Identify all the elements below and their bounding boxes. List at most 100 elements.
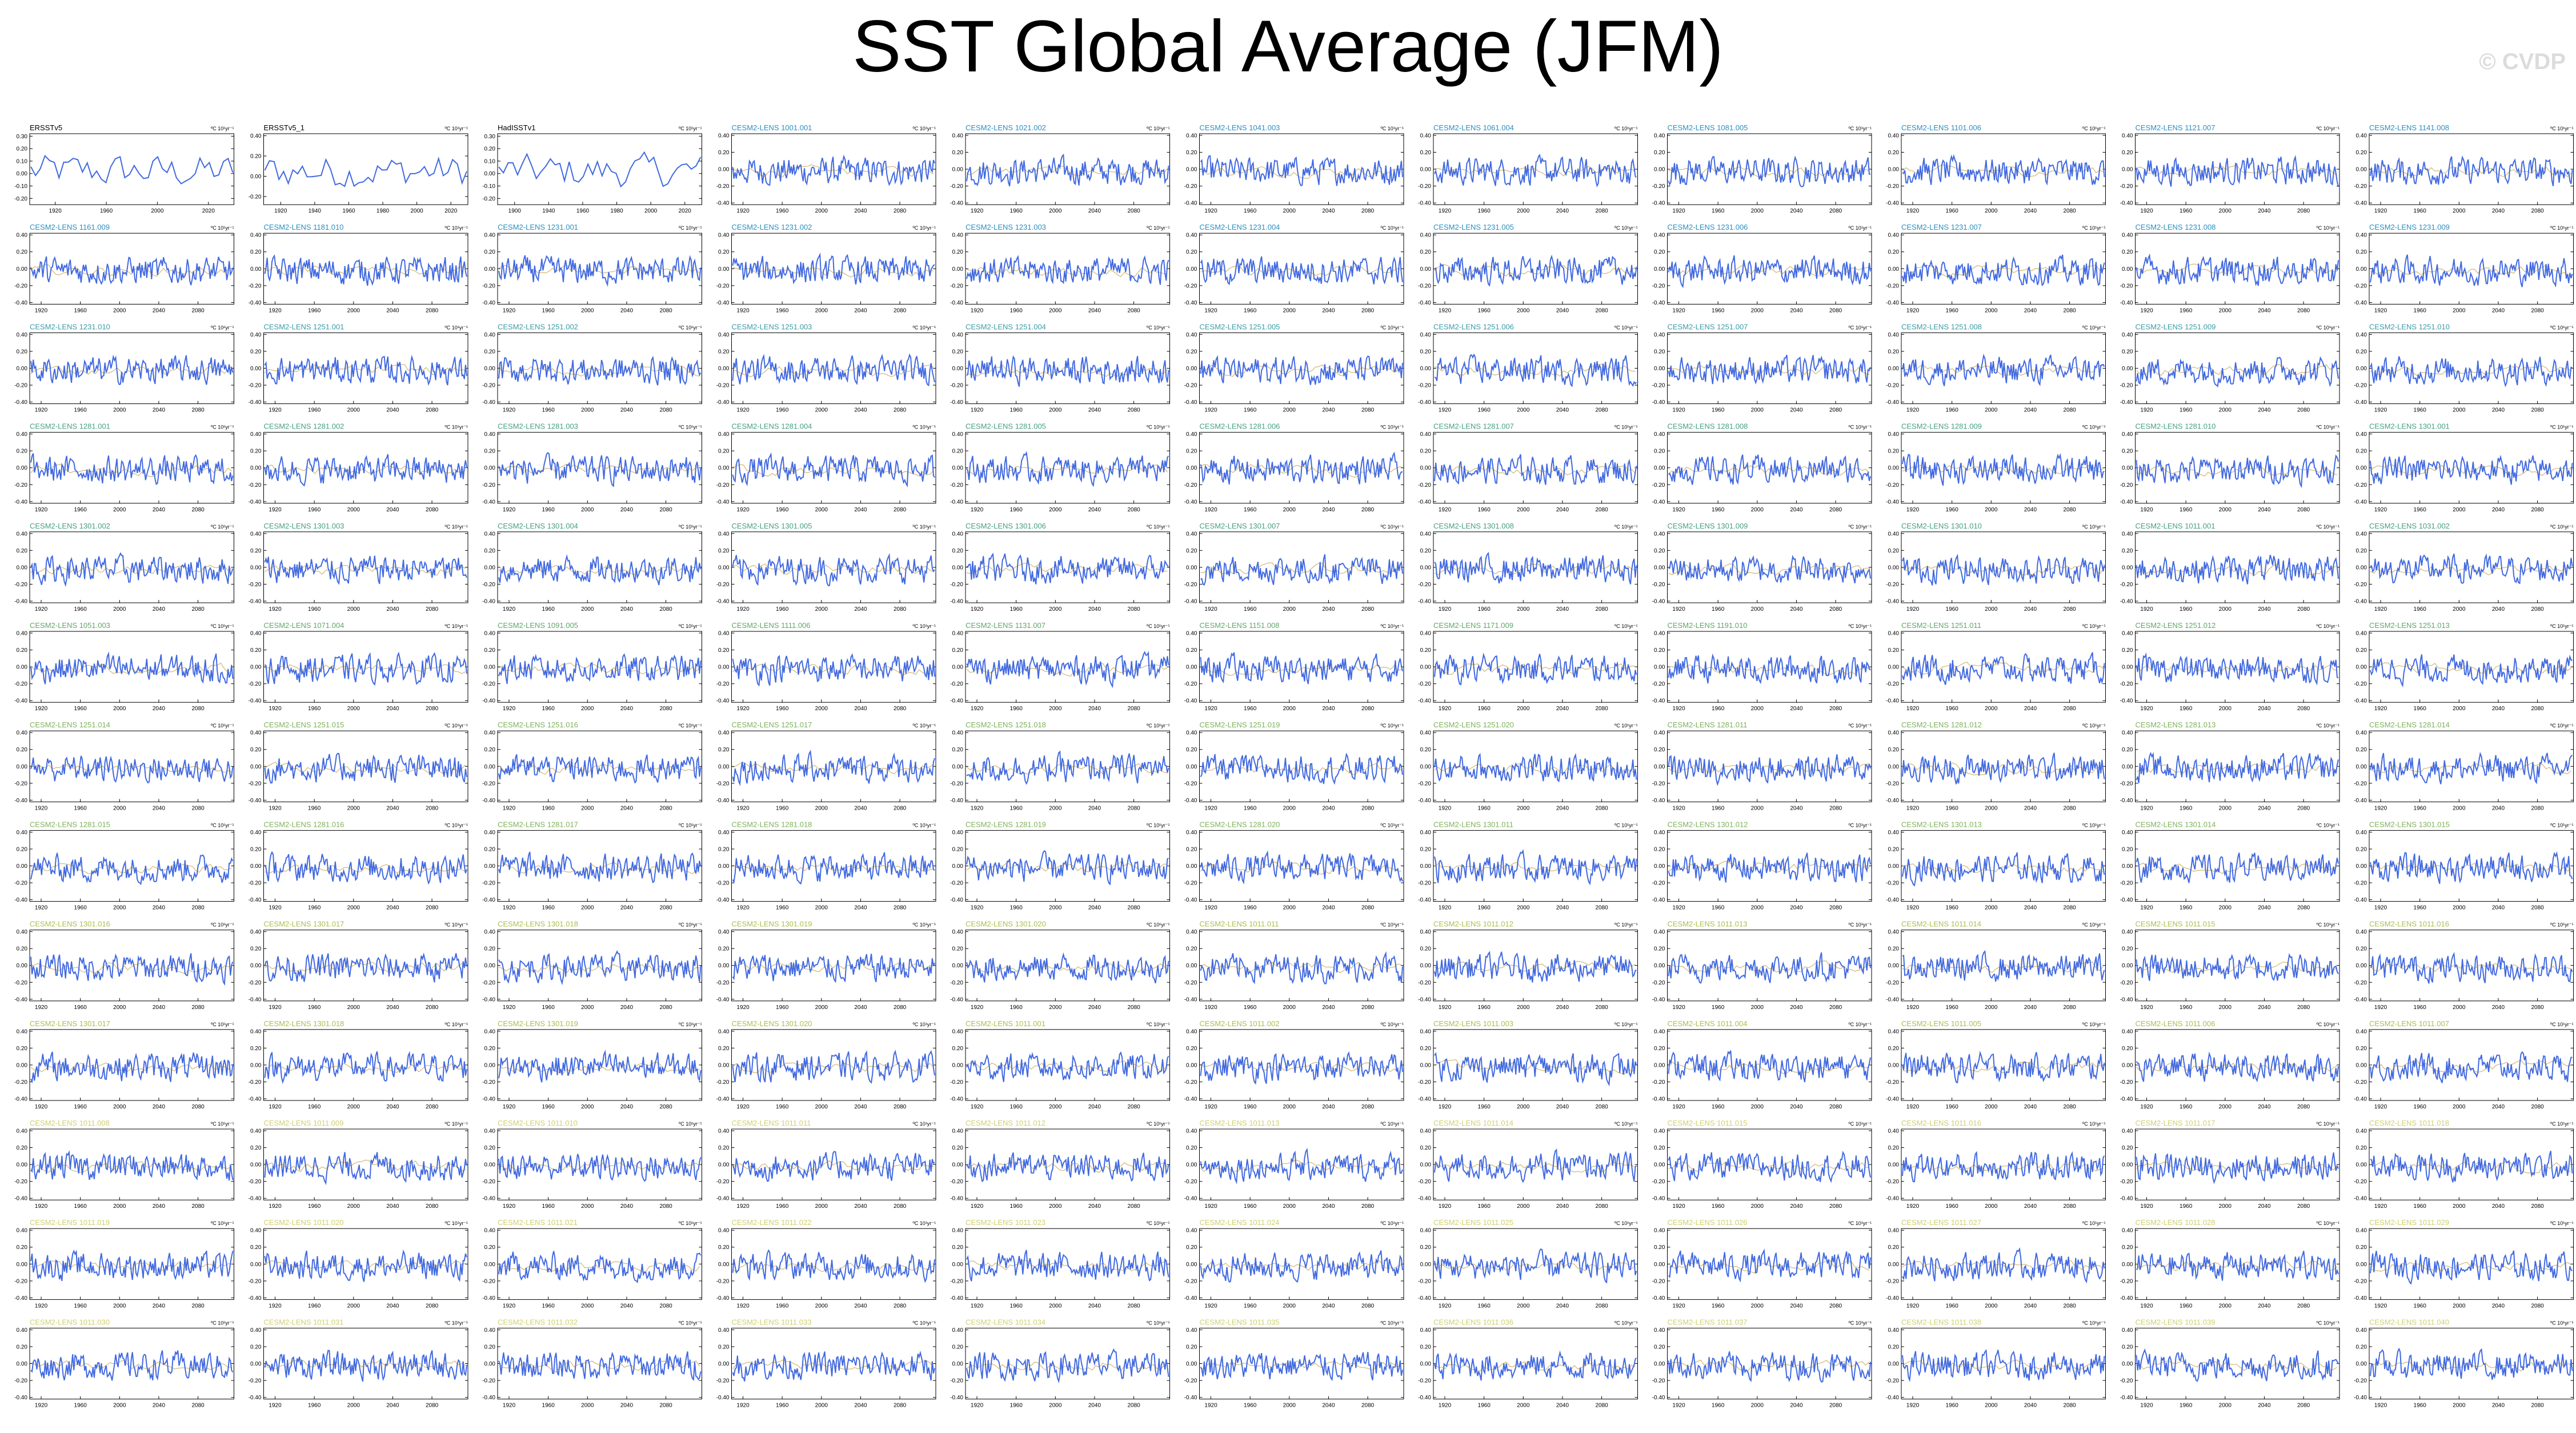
y-tick-label: -0.20 — [2120, 1378, 2133, 1384]
y-tick-label: 0.00 — [1420, 1361, 1432, 1367]
sst-series-line — [2136, 952, 2339, 981]
sst-series-line — [264, 454, 467, 487]
x-tick-label: 1920 — [1204, 208, 1217, 214]
x-tick-label: 1960 — [2414, 1303, 2427, 1309]
y-tick-label: -0.20 — [1418, 283, 1431, 289]
y-tick-label: 0.00 — [2122, 1262, 2133, 1268]
y-tick-label: -0.20 — [950, 681, 963, 687]
panel-title: CESM2-LENS 1051.003 — [30, 621, 110, 630]
x-tick-label: 2040 — [153, 1004, 166, 1011]
units-label: ºC 10¹yr⁻¹ — [912, 425, 936, 430]
x-tick-label: 2080 — [191, 1104, 205, 1110]
y-tick-label: 0.20 — [17, 449, 28, 455]
panel: CESM2-LENS 1301.012 ºC 10¹yr⁻¹0.400.200.0… — [1652, 820, 1872, 911]
x-tick-label: 2040 — [2024, 1403, 2037, 1409]
x-tick-label: 2080 — [2063, 407, 2076, 414]
y-tick-label: 0.00 — [718, 1361, 730, 1367]
x-tick-label: 2000 — [2219, 606, 2232, 613]
panel-title: CESM2-LENS 1011.039 — [2136, 1318, 2216, 1326]
units-label: ºC 10¹yr⁻¹ — [1614, 126, 1638, 131]
x-tick-label: 2040 — [1088, 1004, 1101, 1011]
x-tick-label: 2080 — [659, 606, 672, 613]
x-tick-label: 1920 — [503, 905, 516, 911]
x-tick-label: 1960 — [308, 1403, 321, 1409]
sst-series-line — [1200, 1147, 1403, 1184]
x-tick-label: 2000 — [815, 507, 828, 513]
x-tick-label: 2040 — [854, 407, 867, 414]
x-tick-label: 2000 — [1283, 307, 1296, 314]
panel: CESM2-LENS 1251.016 ºC 10¹yr⁻¹0.400.200.0… — [482, 720, 702, 811]
units-label: ºC 10¹yr⁻¹ — [912, 325, 936, 330]
y-tick-label: 0.40 — [1420, 133, 1432, 139]
x-tick-label: 1920 — [1906, 805, 1920, 811]
ensemble-mean-line — [1434, 862, 1636, 872]
panel: CESM2-LENS 1101.006 ºC 10¹yr⁻¹0.400.200.0… — [1886, 123, 2106, 214]
y-tick-label: 0.20 — [1888, 846, 1900, 852]
y-tick-label: -0.20 — [950, 1378, 963, 1384]
x-tick-label: 2000 — [1049, 507, 1062, 513]
x-tick-label: 2000 — [581, 1203, 594, 1210]
sst-series-line — [732, 553, 935, 586]
y-tick-label: 0.20 — [952, 647, 964, 654]
y-tick-label: -0.40 — [950, 1096, 963, 1103]
panel: CESM2-LENS 1011.015 ºC 10¹yr⁻¹0.400.200.0… — [1652, 1119, 1872, 1210]
x-tick-label: 1960 — [308, 1104, 321, 1110]
x-tick-label: 1960 — [1244, 706, 1257, 712]
y-tick-label: 0.20 — [1186, 548, 1197, 554]
y-tick-label: -0.40 — [482, 996, 495, 1003]
y-tick-label: 0.20 — [1654, 846, 1665, 852]
x-tick-label: 1960 — [1946, 1104, 1959, 1110]
panel: CESM2-LENS 1231.010 ºC 10¹yr⁻¹0.400.200.0… — [14, 322, 234, 414]
y-tick-label: 0.40 — [484, 830, 496, 836]
units-label: ºC 10¹yr⁻¹ — [679, 1121, 702, 1127]
panel: CESM2-LENS 1231.005 ºC 10¹yr⁻¹0.400.200.0… — [1418, 223, 1638, 314]
x-tick-label: 2040 — [386, 706, 399, 712]
y-tick-label: 0.20 — [1420, 449, 1432, 455]
units-label: ºC 10¹yr⁻¹ — [2082, 325, 2106, 330]
x-tick-label: 2040 — [153, 1203, 166, 1210]
sst-series-line — [498, 1251, 702, 1283]
x-tick-label: 1960 — [1244, 407, 1257, 414]
y-tick-label: -0.20 — [249, 980, 262, 986]
x-tick-label: 1960 — [2180, 706, 2193, 712]
y-tick-label: 0.40 — [1420, 830, 1432, 836]
x-tick-label: 1920 — [2140, 208, 2153, 214]
x-tick-label: 1980 — [376, 208, 390, 214]
y-tick-label: 0.20 — [718, 1145, 730, 1151]
y-tick-label: 0.40 — [17, 1128, 28, 1134]
y-tick-label: -0.40 — [1886, 1196, 1899, 1202]
y-tick-label: 0.00 — [1420, 1062, 1432, 1068]
x-tick-label: 2080 — [2063, 706, 2076, 712]
y-tick-label: -0.20 — [14, 1179, 27, 1185]
y-tick-label: -0.20 — [2354, 1179, 2367, 1185]
x-tick-label: 2080 — [2297, 805, 2310, 811]
x-tick-label: 2040 — [1088, 307, 1101, 314]
panel-title: CESM2-LENS 1231.010 — [30, 322, 110, 331]
x-tick-label: 1960 — [1946, 507, 1959, 513]
units-label: ºC 10¹yr⁻¹ — [211, 325, 234, 330]
x-tick-label: 2080 — [1361, 1004, 1375, 1011]
y-tick-label: -0.40 — [1418, 1295, 1431, 1302]
panel-title: HadISSTv1 — [498, 123, 535, 132]
ensemble-mean-line — [2370, 762, 2571, 774]
x-tick-label: 2040 — [2492, 1303, 2505, 1309]
sst-series-line — [1902, 752, 2105, 784]
units-label: ºC 10¹yr⁻¹ — [1848, 425, 1872, 430]
y-tick-label: 0.00 — [250, 174, 262, 180]
panel-title: CESM2-LENS 1011.035 — [1200, 1318, 1280, 1326]
y-tick-label: 0.20 — [2122, 548, 2133, 554]
y-tick-label: 0.00 — [1420, 167, 1432, 173]
x-tick-label: 2040 — [1088, 208, 1101, 214]
panel: CESM2-LENS 1011.027 ºC 10¹yr⁻¹0.400.200.0… — [1886, 1218, 2106, 1309]
panel: CESM2-LENS 1151.008 ºC 10¹yr⁻¹0.400.200.0… — [1184, 621, 1404, 712]
x-tick-label: 1960 — [74, 507, 87, 513]
x-tick-label: 1920 — [503, 1403, 516, 1409]
y-tick-label: -0.20 — [1886, 183, 1899, 190]
y-tick-label: 0.00 — [1186, 1262, 1197, 1268]
y-tick-label: 0.20 — [952, 150, 964, 156]
panel-title: CESM2-LENS 1281.011 — [1668, 720, 1748, 729]
panel: CESM2-LENS 1011.003 ºC 10¹yr⁻¹0.400.200.0… — [1418, 1019, 1638, 1110]
y-tick-label: 0.20 — [718, 846, 730, 852]
sst-series-line — [264, 1051, 467, 1084]
panel: CESM2-LENS 1231.001 ºC 10¹yr⁻¹0.400.200.0… — [482, 223, 702, 314]
